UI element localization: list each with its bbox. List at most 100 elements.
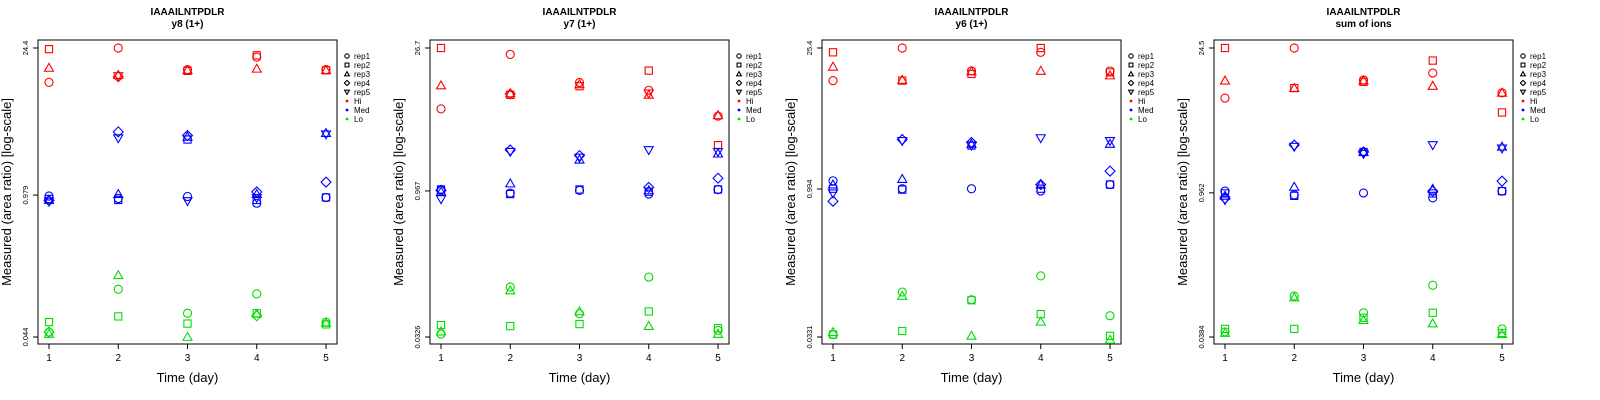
data-point-med-rep5 — [251, 194, 263, 204]
data-point-med-rep2 — [575, 185, 584, 194]
legend-marker-rep4 — [1519, 79, 1527, 87]
chart-subtitle: y6 (1+) — [956, 19, 988, 30]
data-point-lo-rep1 — [182, 308, 193, 318]
data-point-lo-rep2 — [1105, 331, 1115, 340]
data-point-med-rep3 — [504, 177, 516, 188]
data-point-med-rep3 — [1496, 141, 1508, 151]
data-point-med-rep4 — [965, 136, 978, 149]
data-point-lo-rep3 — [1496, 328, 1508, 338]
y-axis-label: Measured (area ratio) [log-scale] — [391, 98, 406, 286]
data-point-hi-rep3 — [1496, 87, 1508, 97]
data-point-lo-rep2 — [1290, 324, 1299, 334]
data-point-med-rep5 — [1288, 142, 1300, 153]
data-point-lo-rep3 — [435, 325, 447, 336]
legend-marker-rep5 — [343, 89, 351, 96]
x-tick-label: 1 — [1222, 353, 1228, 364]
data-point-med-rep4 — [251, 186, 263, 198]
data-point-lo-rep2 — [644, 307, 653, 316]
data-point-med-rep4 — [827, 195, 839, 207]
legend-label: rep2 — [746, 61, 763, 70]
data-point-med-rep3 — [320, 127, 332, 137]
data-point-lo-rep4 — [251, 310, 263, 322]
data-point-med-rep5 — [643, 146, 655, 156]
legend-label: rep5 — [746, 88, 763, 97]
data-point-hi-rep1 — [713, 111, 723, 121]
data-point-med-rep5 — [827, 189, 839, 199]
data-point-hi-rep2 — [252, 51, 261, 60]
data-point-med-rep2 — [828, 184, 838, 193]
data-point-med-rep5 — [1427, 141, 1439, 151]
data-point-med-rep5 — [896, 137, 908, 147]
data-point-med-rep2 — [898, 185, 907, 194]
data-point-lo-rep3 — [712, 328, 724, 338]
y-tick-label: 0.962 — [1197, 183, 1206, 202]
data-point-lo-rep2 — [898, 326, 907, 336]
data-point-med-rep1 — [182, 191, 193, 202]
legend-marker-rep3 — [343, 70, 351, 77]
data-point-med-rep5 — [1496, 144, 1508, 154]
x-tick-label: 2 — [899, 353, 905, 364]
data-point-lo-rep3 — [896, 290, 908, 300]
legend-label: rep4 — [1530, 79, 1547, 88]
chart-subtitle: y7 (1+) — [564, 19, 596, 30]
legend-marker-rep4 — [343, 79, 351, 87]
legend-label: rep5 — [1138, 88, 1155, 97]
data-point-med-rep4 — [181, 129, 194, 142]
legend-label: Lo — [354, 115, 363, 124]
x-tick-label: 3 — [577, 353, 583, 364]
legend-marker-rep2 — [736, 62, 742, 68]
x-axis-label: Time (day) — [941, 370, 1003, 385]
legend-label: rep2 — [354, 61, 371, 70]
data-point-med-rep5 — [1358, 149, 1369, 160]
legend-label: rep4 — [354, 79, 371, 88]
y-axis-label: Measured (area ratio) [log-scale] — [0, 98, 14, 286]
legend-label: rep3 — [1530, 70, 1547, 79]
data-point-hi-rep2 — [183, 66, 192, 76]
y-tick-label: 0.967 — [413, 182, 422, 201]
data-point-hi-rep3 — [1358, 75, 1369, 85]
y-tick-label: 0.044 — [21, 328, 30, 347]
data-point-lo-rep3 — [1219, 327, 1231, 337]
x-tick-label: 5 — [715, 353, 721, 364]
data-point-med-rep1 — [713, 184, 723, 195]
data-point-lo-rep3 — [1035, 316, 1047, 326]
legend-label: rep4 — [746, 79, 763, 88]
legend-marker-rep3 — [1127, 70, 1135, 77]
data-point-lo-rep3 — [320, 317, 332, 327]
data-point-med-rep2 — [713, 185, 723, 194]
x-tick-label: 1 — [830, 353, 836, 364]
data-point-hi-rep3 — [1288, 82, 1300, 93]
legend-label: rep4 — [1138, 79, 1155, 88]
x-tick-label: 4 — [1430, 353, 1436, 364]
data-point-hi-rep3 — [504, 87, 516, 98]
legend-marker-rep1 — [1128, 53, 1134, 59]
data-point-med-rep3 — [1035, 178, 1047, 189]
data-point-lo-rep2 — [575, 319, 584, 329]
y-tick-label: 26.7 — [413, 41, 422, 56]
data-point-med-rep4 — [643, 181, 655, 194]
data-point-med-rep5 — [435, 195, 447, 205]
legend-dot-med — [1521, 108, 1525, 112]
data-point-hi-rep1 — [1428, 68, 1438, 78]
data-point-hi-rep1 — [113, 43, 123, 53]
data-point-med-rep3 — [827, 178, 839, 189]
data-point-lo-rep2 — [114, 312, 123, 321]
data-point-med-rep2 — [1036, 184, 1045, 193]
data-point-med-rep2 — [321, 193, 331, 202]
data-point-med-rep5 — [1219, 196, 1231, 206]
y-tick-label: 0.994 — [805, 180, 814, 199]
legend-label: Lo — [1138, 115, 1147, 124]
x-tick-label: 2 — [1291, 353, 1297, 364]
data-point-hi-rep2 — [713, 141, 723, 150]
y-tick-label: 24.4 — [21, 41, 30, 56]
data-point-hi-rep1 — [828, 76, 838, 86]
data-point-hi-rep3 — [966, 65, 977, 76]
legend-label: rep5 — [1530, 88, 1547, 97]
data-point-hi-rep3 — [251, 63, 263, 73]
data-point-med-rep2 — [506, 189, 515, 199]
data-point-med-rep3 — [1104, 138, 1116, 148]
y-tick-label: 0.979 — [21, 186, 30, 205]
